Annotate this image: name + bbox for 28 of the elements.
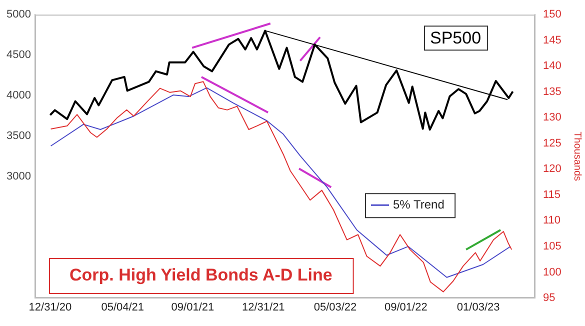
y2-tick-label: 100: [543, 266, 562, 278]
y2-tick-label: 150: [543, 8, 562, 21]
x-tick-label: 05/04/21: [101, 302, 144, 314]
y-tick-label: 4500: [6, 49, 31, 62]
y2-tick-label: 145: [543, 34, 562, 46]
y2-tick-label: 105: [543, 240, 562, 253]
y2-tick-label: 120: [543, 163, 562, 176]
x-tick-label: 12/31/20: [28, 302, 72, 314]
x-tick-label: 12/31/21: [242, 302, 285, 314]
y2-tick-label: 95: [543, 292, 556, 304]
annotation: SP500: [430, 28, 482, 48]
x-tick-label: 09/01/22: [384, 302, 428, 314]
y2-axis-title: Thousands: [571, 132, 582, 182]
y2-tick-label: 135: [543, 86, 562, 98]
legend-label: 5% Trend: [393, 197, 444, 212]
y2-tick-label: 140: [543, 60, 562, 72]
x-tick-label: 05/03/22: [314, 302, 357, 314]
x-tick-label: 01/03/23: [456, 302, 500, 314]
y-tick-label: 5000: [6, 8, 31, 21]
y2-tick-label: 130: [543, 112, 562, 124]
y2-tick-label: 115: [543, 188, 561, 201]
y-tick-label: 4000: [6, 90, 31, 102]
x-tick-label: 09/01/21: [171, 302, 214, 314]
text: Corp. High Yield Bonds A-D Line: [69, 266, 332, 285]
y-tick-label: 3000: [6, 170, 31, 183]
y-tick-label: 3500: [6, 130, 31, 142]
y2-tick-label: 110: [543, 214, 561, 227]
y2-tick-label: 125: [543, 137, 562, 150]
